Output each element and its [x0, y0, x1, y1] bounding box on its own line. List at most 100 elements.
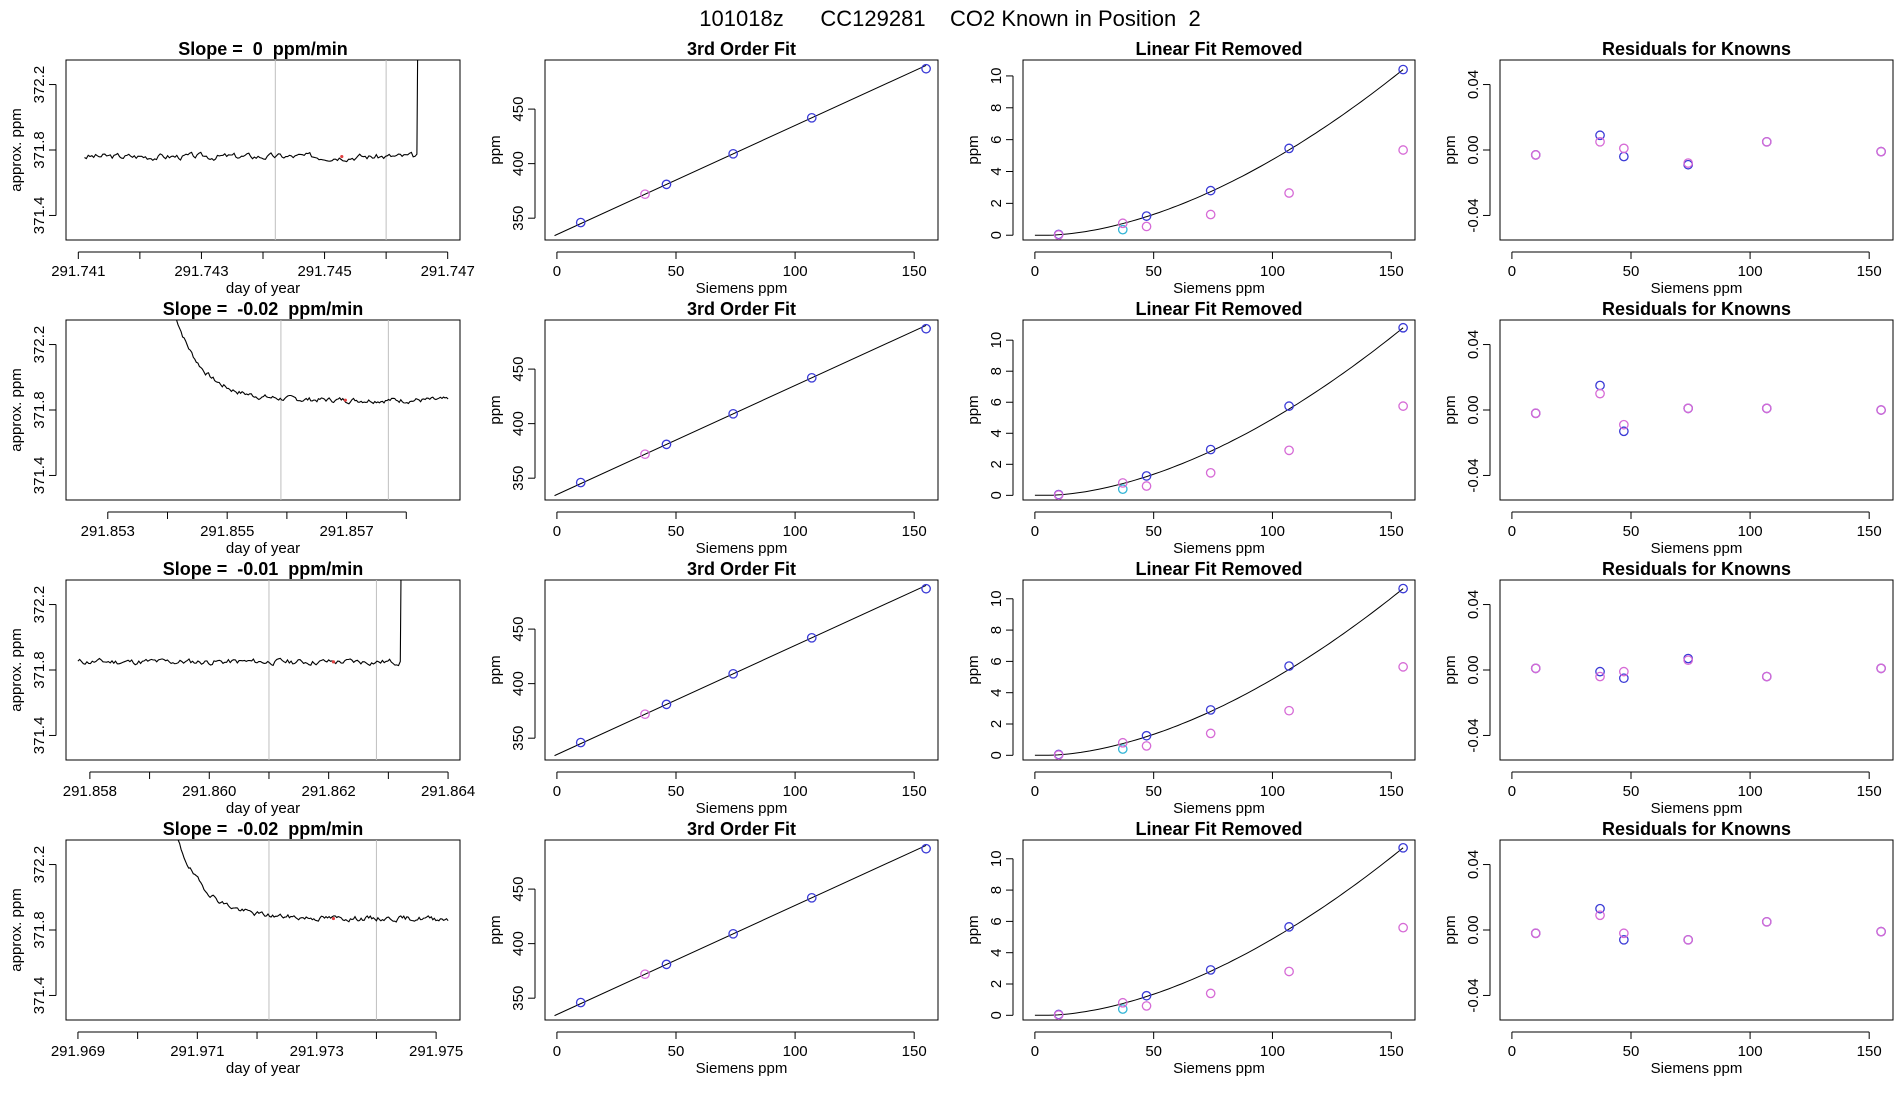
- x-tick-label: 291.975: [409, 1043, 463, 1060]
- fit-line: [554, 844, 927, 1017]
- y-tick-label: 372.2: [31, 846, 48, 884]
- x-tick-label: 150: [902, 783, 927, 800]
- known-point: [1595, 903, 1605, 914]
- panel-title: Residuals for Knowns: [1602, 559, 1791, 579]
- x-tick-label: 0: [1031, 783, 1039, 800]
- plot-area: [1530, 380, 1886, 437]
- x-tick-label: 50: [1145, 263, 1162, 280]
- reference-point: [1117, 1004, 1128, 1014]
- known-point: [1284, 143, 1294, 154]
- plot-area: [1530, 130, 1886, 170]
- y-tick-label: -0.04: [1465, 978, 1482, 1012]
- known-point: [1398, 322, 1408, 333]
- fit-curve-line: [1034, 847, 1404, 1016]
- plot-frame: [1022, 839, 1416, 1021]
- y-tick-label: 6: [988, 917, 1005, 925]
- mean-marker-point: [343, 398, 347, 402]
- y-tick-label: 0: [988, 751, 1005, 759]
- x-tick-label: 50: [1623, 783, 1640, 800]
- known-point: [661, 179, 672, 190]
- x-tick-label: 100: [783, 783, 808, 800]
- ppm-trace-line: [177, 840, 449, 923]
- panel-title: Linear Fit Removed: [1135, 39, 1302, 59]
- y-tick-label: 450: [510, 97, 527, 122]
- x-axis-label: Siemens ppm: [1651, 1060, 1743, 1077]
- plot-frame: [544, 579, 939, 761]
- fit-curve-line: [1034, 69, 1404, 236]
- y-tick-label: 4: [988, 949, 1005, 957]
- x-axis-label: Siemens ppm: [696, 1060, 788, 1077]
- y-tick-label: 450: [510, 357, 527, 382]
- chart-panel-0-3: Residuals for Knowns 0 50 100 150 Siemens ppm…: [1442, 39, 1894, 297]
- measured-point: [1284, 705, 1294, 716]
- chart-panel-2-3: Residuals for Knowns 0 50 100 150 Siemens ppm…: [1442, 559, 1894, 817]
- known-point: [1619, 673, 1629, 684]
- y-axis-label: approx. ppm: [8, 108, 25, 191]
- y-tick-label: 371.8: [31, 651, 48, 689]
- known-point: [921, 323, 931, 334]
- x-tick-label: 291.855: [200, 523, 254, 540]
- plot-frame: [544, 319, 939, 501]
- measured-point: [1595, 388, 1605, 399]
- reference-point: [1117, 744, 1128, 754]
- measured-point: [1398, 145, 1408, 155]
- measured-point: [1683, 934, 1694, 945]
- x-tick-label: 50: [668, 523, 685, 540]
- measured-point: [1205, 209, 1216, 220]
- panel-title: 3rd Order Fit: [687, 559, 796, 579]
- y-tick-label: 0.00: [1465, 655, 1482, 684]
- y-tick-label: -0.04: [1465, 458, 1482, 492]
- x-tick-label: 0: [1031, 263, 1039, 280]
- y-axis-label: approx. ppm: [8, 888, 25, 971]
- x-tick-label: 0: [1031, 1043, 1039, 1060]
- y-tick-label: 4: [988, 429, 1005, 437]
- known-point: [1398, 583, 1408, 594]
- known-point: [921, 583, 931, 594]
- known-point: [1141, 211, 1152, 221]
- x-tick-label: 100: [1738, 263, 1763, 280]
- x-tick-label: 150: [1379, 1043, 1404, 1060]
- panel-title: 3rd Order Fit: [687, 39, 796, 59]
- x-tick-label: 291.864: [421, 783, 475, 800]
- plot-area: [554, 63, 931, 237]
- x-axis-label: day of year: [226, 1060, 300, 1077]
- measured-point: [1619, 143, 1629, 154]
- x-tick-label: 50: [1145, 783, 1162, 800]
- x-tick-label: 100: [1738, 783, 1763, 800]
- chart-panel-0-2: Linear Fit Removed 0 50 100 150 Siemens ppm 0 2…: [965, 39, 1416, 297]
- x-tick-label: 50: [1623, 263, 1640, 280]
- x-tick-label: 0: [1031, 523, 1039, 540]
- known-point: [575, 737, 586, 748]
- y-tick-label: 450: [510, 877, 527, 902]
- panel-title: Linear Fit Removed: [1135, 819, 1302, 839]
- y-axis-label: ppm: [487, 915, 504, 944]
- x-tick-label: 291.747: [421, 263, 475, 280]
- known-point: [728, 928, 739, 939]
- y-axis-label: ppm: [1442, 135, 1459, 164]
- panel-title: Slope = -0.01 ppm/min: [163, 559, 364, 579]
- measured-point: [1876, 146, 1886, 157]
- known-point: [728, 408, 739, 419]
- measured-point: [1117, 218, 1128, 229]
- y-tick-label: 372.2: [31, 586, 48, 624]
- x-tick-label: 150: [1857, 523, 1882, 540]
- y-axis-label: ppm: [1442, 655, 1459, 684]
- plot-area: [177, 840, 449, 1020]
- y-tick-label: 8: [988, 367, 1005, 375]
- y-axis-label: ppm: [1442, 915, 1459, 944]
- y-tick-label: 8: [988, 886, 1005, 894]
- y-tick-label: 0: [988, 1011, 1005, 1019]
- measured-point: [1398, 662, 1408, 672]
- fit-line: [554, 64, 927, 237]
- x-axis-label: Siemens ppm: [1651, 540, 1743, 557]
- measured-point: [1530, 928, 1541, 939]
- chart-panel-0-1: 3rd Order Fit 0 50 100 150 Siemens ppm 350 400 4…: [487, 39, 939, 297]
- known-point: [1595, 666, 1605, 677]
- x-tick-label: 100: [1738, 523, 1763, 540]
- measured-point: [1141, 741, 1152, 751]
- chart-panel-3-1: 3rd Order Fit 0 50 100 150 Siemens ppm 350 400 4…: [487, 819, 939, 1077]
- x-tick-label: 291.857: [319, 523, 373, 540]
- plot-frame: [1022, 579, 1416, 761]
- plot-area: [1034, 842, 1408, 1020]
- y-axis-label: ppm: [487, 135, 504, 164]
